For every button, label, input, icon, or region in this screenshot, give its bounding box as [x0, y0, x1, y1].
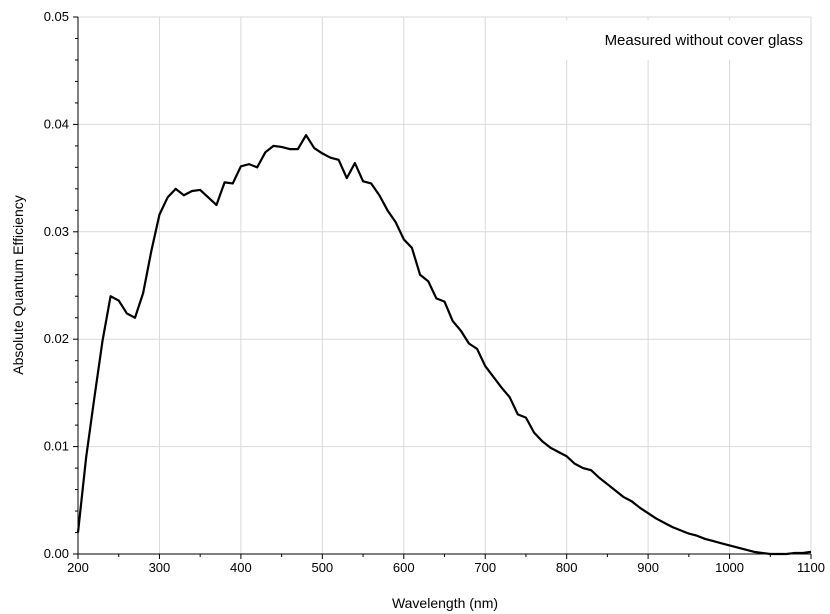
tick-labels: 200 300 400 500 600 700 800 900 1000 1100 0.00 0.01…: [44, 9, 825, 575]
series-layer: [76, 134, 812, 556]
axes: [73, 16, 812, 559]
y-tick-label: 0.00: [44, 546, 69, 561]
annotation-label: Measured without cover glass: [605, 32, 803, 49]
x-tick-label: 300: [149, 560, 171, 575]
x-tick-label: 200: [67, 560, 89, 575]
x-tick-label: 1000: [715, 560, 744, 575]
x-tick-label: 500: [311, 560, 333, 575]
y-tick-label: 0.01: [44, 439, 69, 454]
x-tick-label: 400: [230, 560, 252, 575]
x-tick-label: 800: [556, 560, 578, 575]
x-tick-label: 900: [637, 560, 659, 575]
annotation-background: [548, 20, 810, 60]
y-tick-label: 0.05: [44, 9, 69, 24]
y-tick-label: 0.03: [44, 224, 69, 239]
x-tick-label: 1100: [797, 560, 825, 575]
x-tick-label: 600: [393, 560, 415, 575]
y-tick-label: 0.04: [44, 116, 69, 131]
gridlines: [78, 16, 812, 554]
x-tick-label: 700: [474, 560, 496, 575]
x-axis-title: Wavelength (nm): [392, 595, 498, 611]
y-tick-label: 0.02: [44, 331, 69, 346]
y-axis-title: Absolute Quantum Efficiency: [10, 195, 26, 375]
series-line-0: [76, 134, 812, 556]
